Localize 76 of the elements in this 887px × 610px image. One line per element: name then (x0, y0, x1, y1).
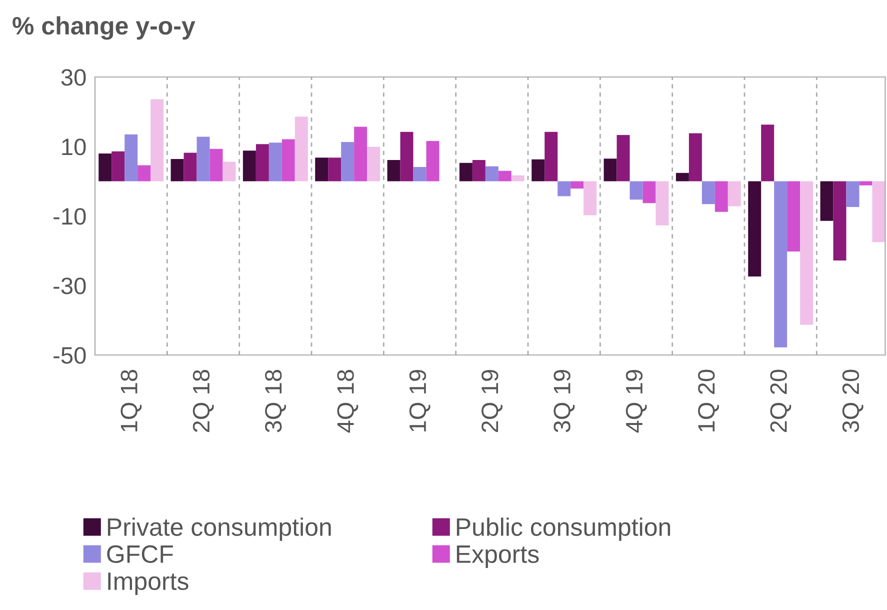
y-axis-title: % change y-o-y (12, 16, 196, 40)
bar (702, 181, 715, 204)
bar (124, 134, 138, 182)
bar (242, 150, 256, 182)
bar (472, 160, 486, 182)
x-tick-label: 1Q 19 (409, 370, 430, 432)
x-tick-label: 4Q 19 (626, 370, 647, 433)
bar (544, 132, 558, 182)
bar (872, 181, 886, 242)
bar (459, 162, 472, 182)
bar (761, 124, 774, 182)
bar (676, 172, 689, 182)
bar (859, 181, 872, 186)
legend-label: Private consumption (108, 518, 331, 541)
bar (354, 126, 368, 182)
bar (511, 175, 524, 182)
bar (294, 116, 308, 182)
bar (184, 152, 197, 182)
bar (498, 170, 512, 182)
bar (282, 139, 295, 182)
legend-label: Exports (456, 546, 539, 568)
legend-label: Imports (108, 572, 188, 595)
x-tick-label: 1Q 18 (120, 370, 142, 432)
bar (98, 153, 112, 182)
bar (748, 181, 762, 276)
bar (642, 181, 656, 204)
bar (413, 167, 426, 182)
bar (138, 165, 151, 182)
x-tick-label: 3Q 19 (554, 370, 575, 432)
bar (820, 181, 834, 221)
bar (256, 144, 269, 182)
bar (833, 181, 846, 260)
y-tick-label: 10 (62, 138, 86, 156)
y-tick-label: -50 (54, 347, 86, 364)
y-tick-label: -30 (54, 278, 86, 294)
bar (570, 181, 584, 189)
bar (800, 181, 814, 325)
bar (787, 181, 800, 252)
y-tick-label: 30 (61, 69, 86, 86)
x-tick-label: 2Q 20 (770, 370, 792, 432)
bar (426, 140, 440, 182)
x-tick-label: 2Q 19 (482, 370, 502, 432)
bar (268, 142, 282, 182)
bar (210, 148, 223, 182)
bar (341, 142, 354, 182)
bar (400, 132, 414, 182)
x-tick-label: 3Q 18 (265, 370, 286, 432)
x-tick-label: 2Q 18 (192, 370, 214, 432)
legend-label: Public consumption (456, 518, 670, 541)
bar (222, 162, 236, 182)
bar (774, 181, 788, 348)
bar (656, 181, 669, 226)
bar (367, 146, 380, 182)
bar (485, 166, 498, 182)
bar (558, 181, 571, 196)
bar (315, 158, 328, 182)
legend-label: GFCF (107, 545, 173, 564)
bar (196, 136, 210, 182)
bar (387, 160, 400, 182)
bar (584, 181, 597, 216)
bar (532, 159, 545, 182)
bar (170, 159, 184, 182)
bar (714, 181, 728, 212)
bar (688, 133, 702, 182)
bar (728, 181, 741, 206)
bar (150, 99, 164, 182)
bar (328, 158, 342, 182)
y-tick-label: -10 (54, 208, 86, 225)
bar (846, 181, 860, 207)
bar (112, 151, 125, 182)
bar (604, 158, 617, 182)
bar (616, 135, 630, 182)
x-tick-label: 1Q 20 (698, 370, 719, 432)
x-tick-label: 3Q 20 (842, 370, 864, 432)
x-tick-label: 4Q 18 (337, 370, 358, 433)
bar (630, 181, 643, 200)
